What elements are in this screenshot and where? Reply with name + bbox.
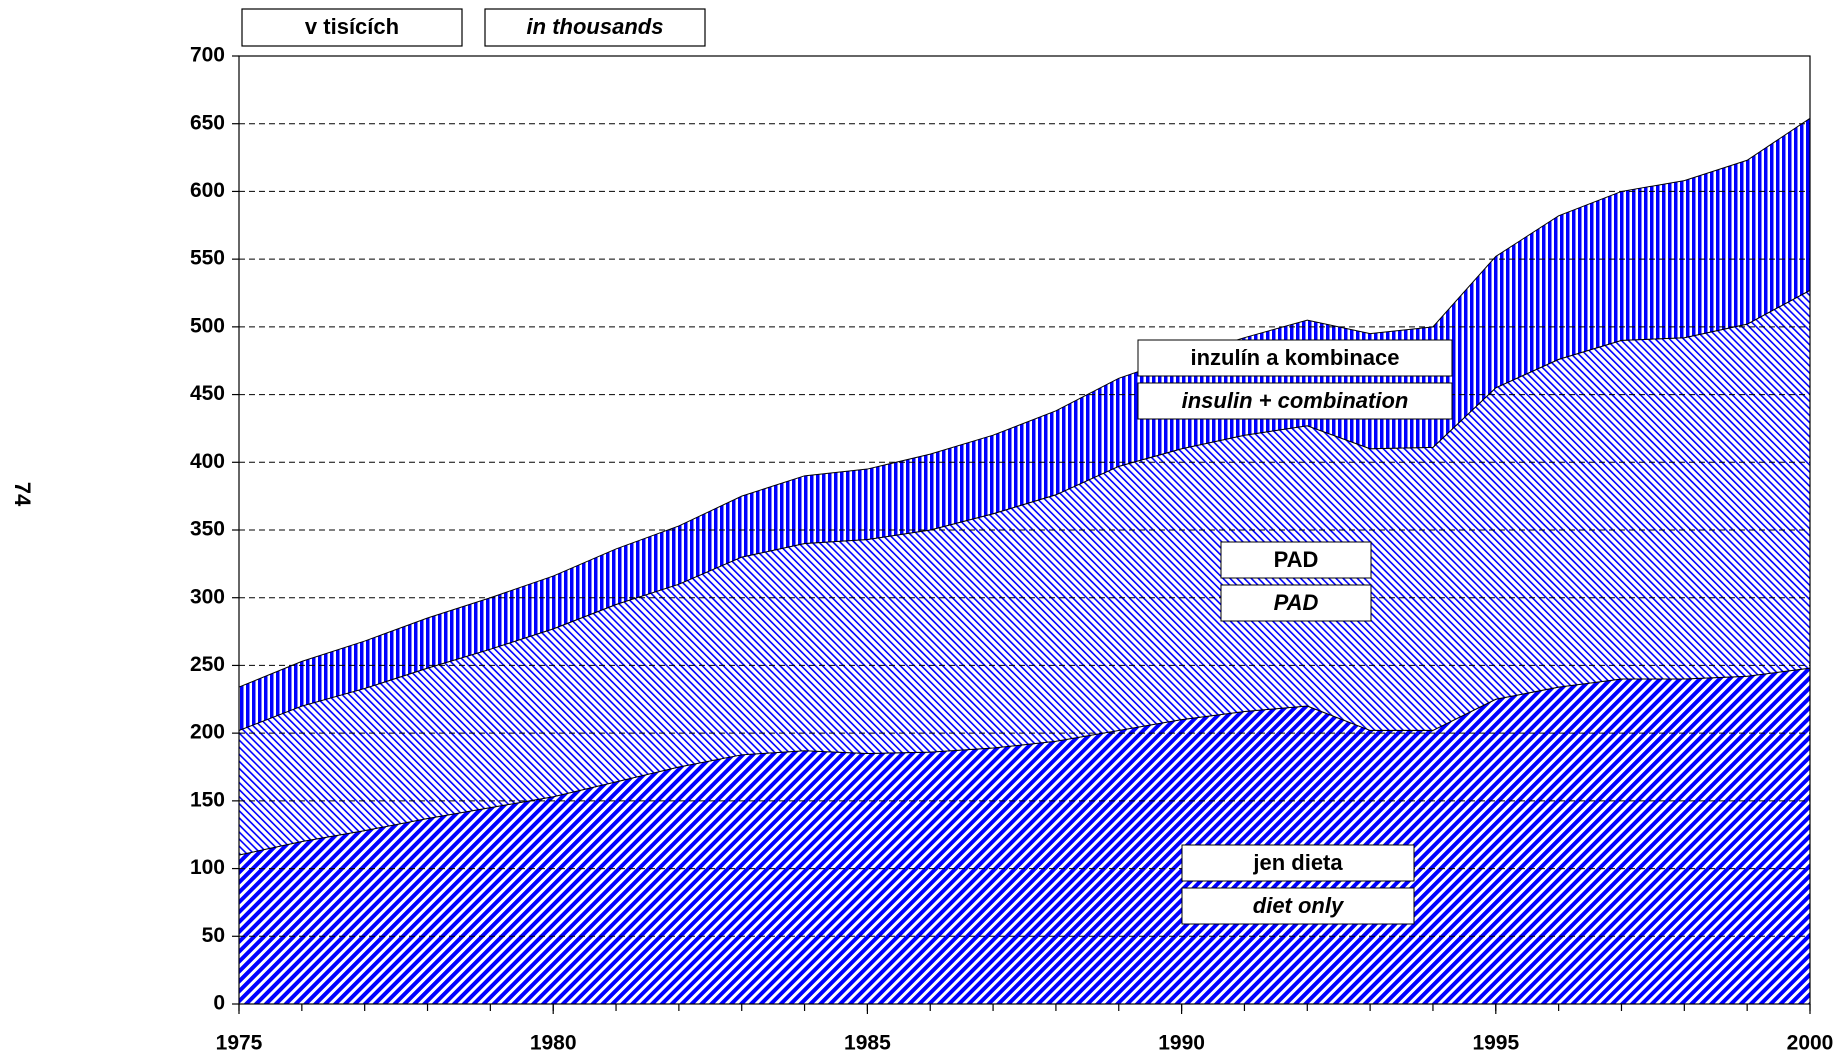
x-tick-label: 1985 xyxy=(844,1032,891,1055)
series-label-box xyxy=(1181,887,1415,925)
y-tick-label: 300 xyxy=(190,585,225,608)
x-tick-label: 1995 xyxy=(1472,1032,1519,1055)
y-tick-label: 150 xyxy=(190,788,225,811)
unit-label: in thousands xyxy=(527,14,664,39)
y-tick-label: 0 xyxy=(213,992,225,1015)
y-tick-label: 250 xyxy=(190,653,225,676)
y-tick-label: 450 xyxy=(190,382,225,405)
series-label-box xyxy=(1137,382,1453,420)
page-number: 74 xyxy=(10,482,35,507)
unit-box xyxy=(241,8,463,47)
y-tick-label: 700 xyxy=(190,44,225,67)
plot-frame xyxy=(238,55,1811,1005)
y-tick-label: 200 xyxy=(190,721,225,744)
series-label-box xyxy=(1137,339,1453,377)
series-label: PAD xyxy=(1274,590,1319,615)
y-tick-label: 50 xyxy=(202,924,225,947)
series-label: insulin + combination xyxy=(1182,388,1409,413)
unit-box xyxy=(484,8,706,47)
y-tick-label: 650 xyxy=(190,111,225,134)
x-tick-label: 1980 xyxy=(530,1032,577,1055)
series-label-box xyxy=(1220,584,1372,622)
y-tick-label: 550 xyxy=(190,247,225,270)
series-label: inzulín a kombinace xyxy=(1190,345,1399,370)
series-label: diet only xyxy=(1253,893,1345,918)
y-tick-label: 400 xyxy=(190,450,225,473)
x-tick-label: 1975 xyxy=(216,1032,263,1055)
x-tick-label: 2000 xyxy=(1787,1032,1834,1055)
y-tick-label: 350 xyxy=(190,518,225,541)
x-tick-label: 1990 xyxy=(1158,1032,1205,1055)
series-label: PAD xyxy=(1274,547,1319,572)
series-label: jen dieta xyxy=(1252,850,1343,875)
series-label-box xyxy=(1220,541,1372,579)
unit-label: v tisících xyxy=(305,14,399,39)
y-tick-label: 600 xyxy=(190,179,225,202)
series-label-box xyxy=(1181,844,1415,882)
y-tick-label: 500 xyxy=(190,314,225,337)
y-tick-label: 100 xyxy=(190,856,225,879)
